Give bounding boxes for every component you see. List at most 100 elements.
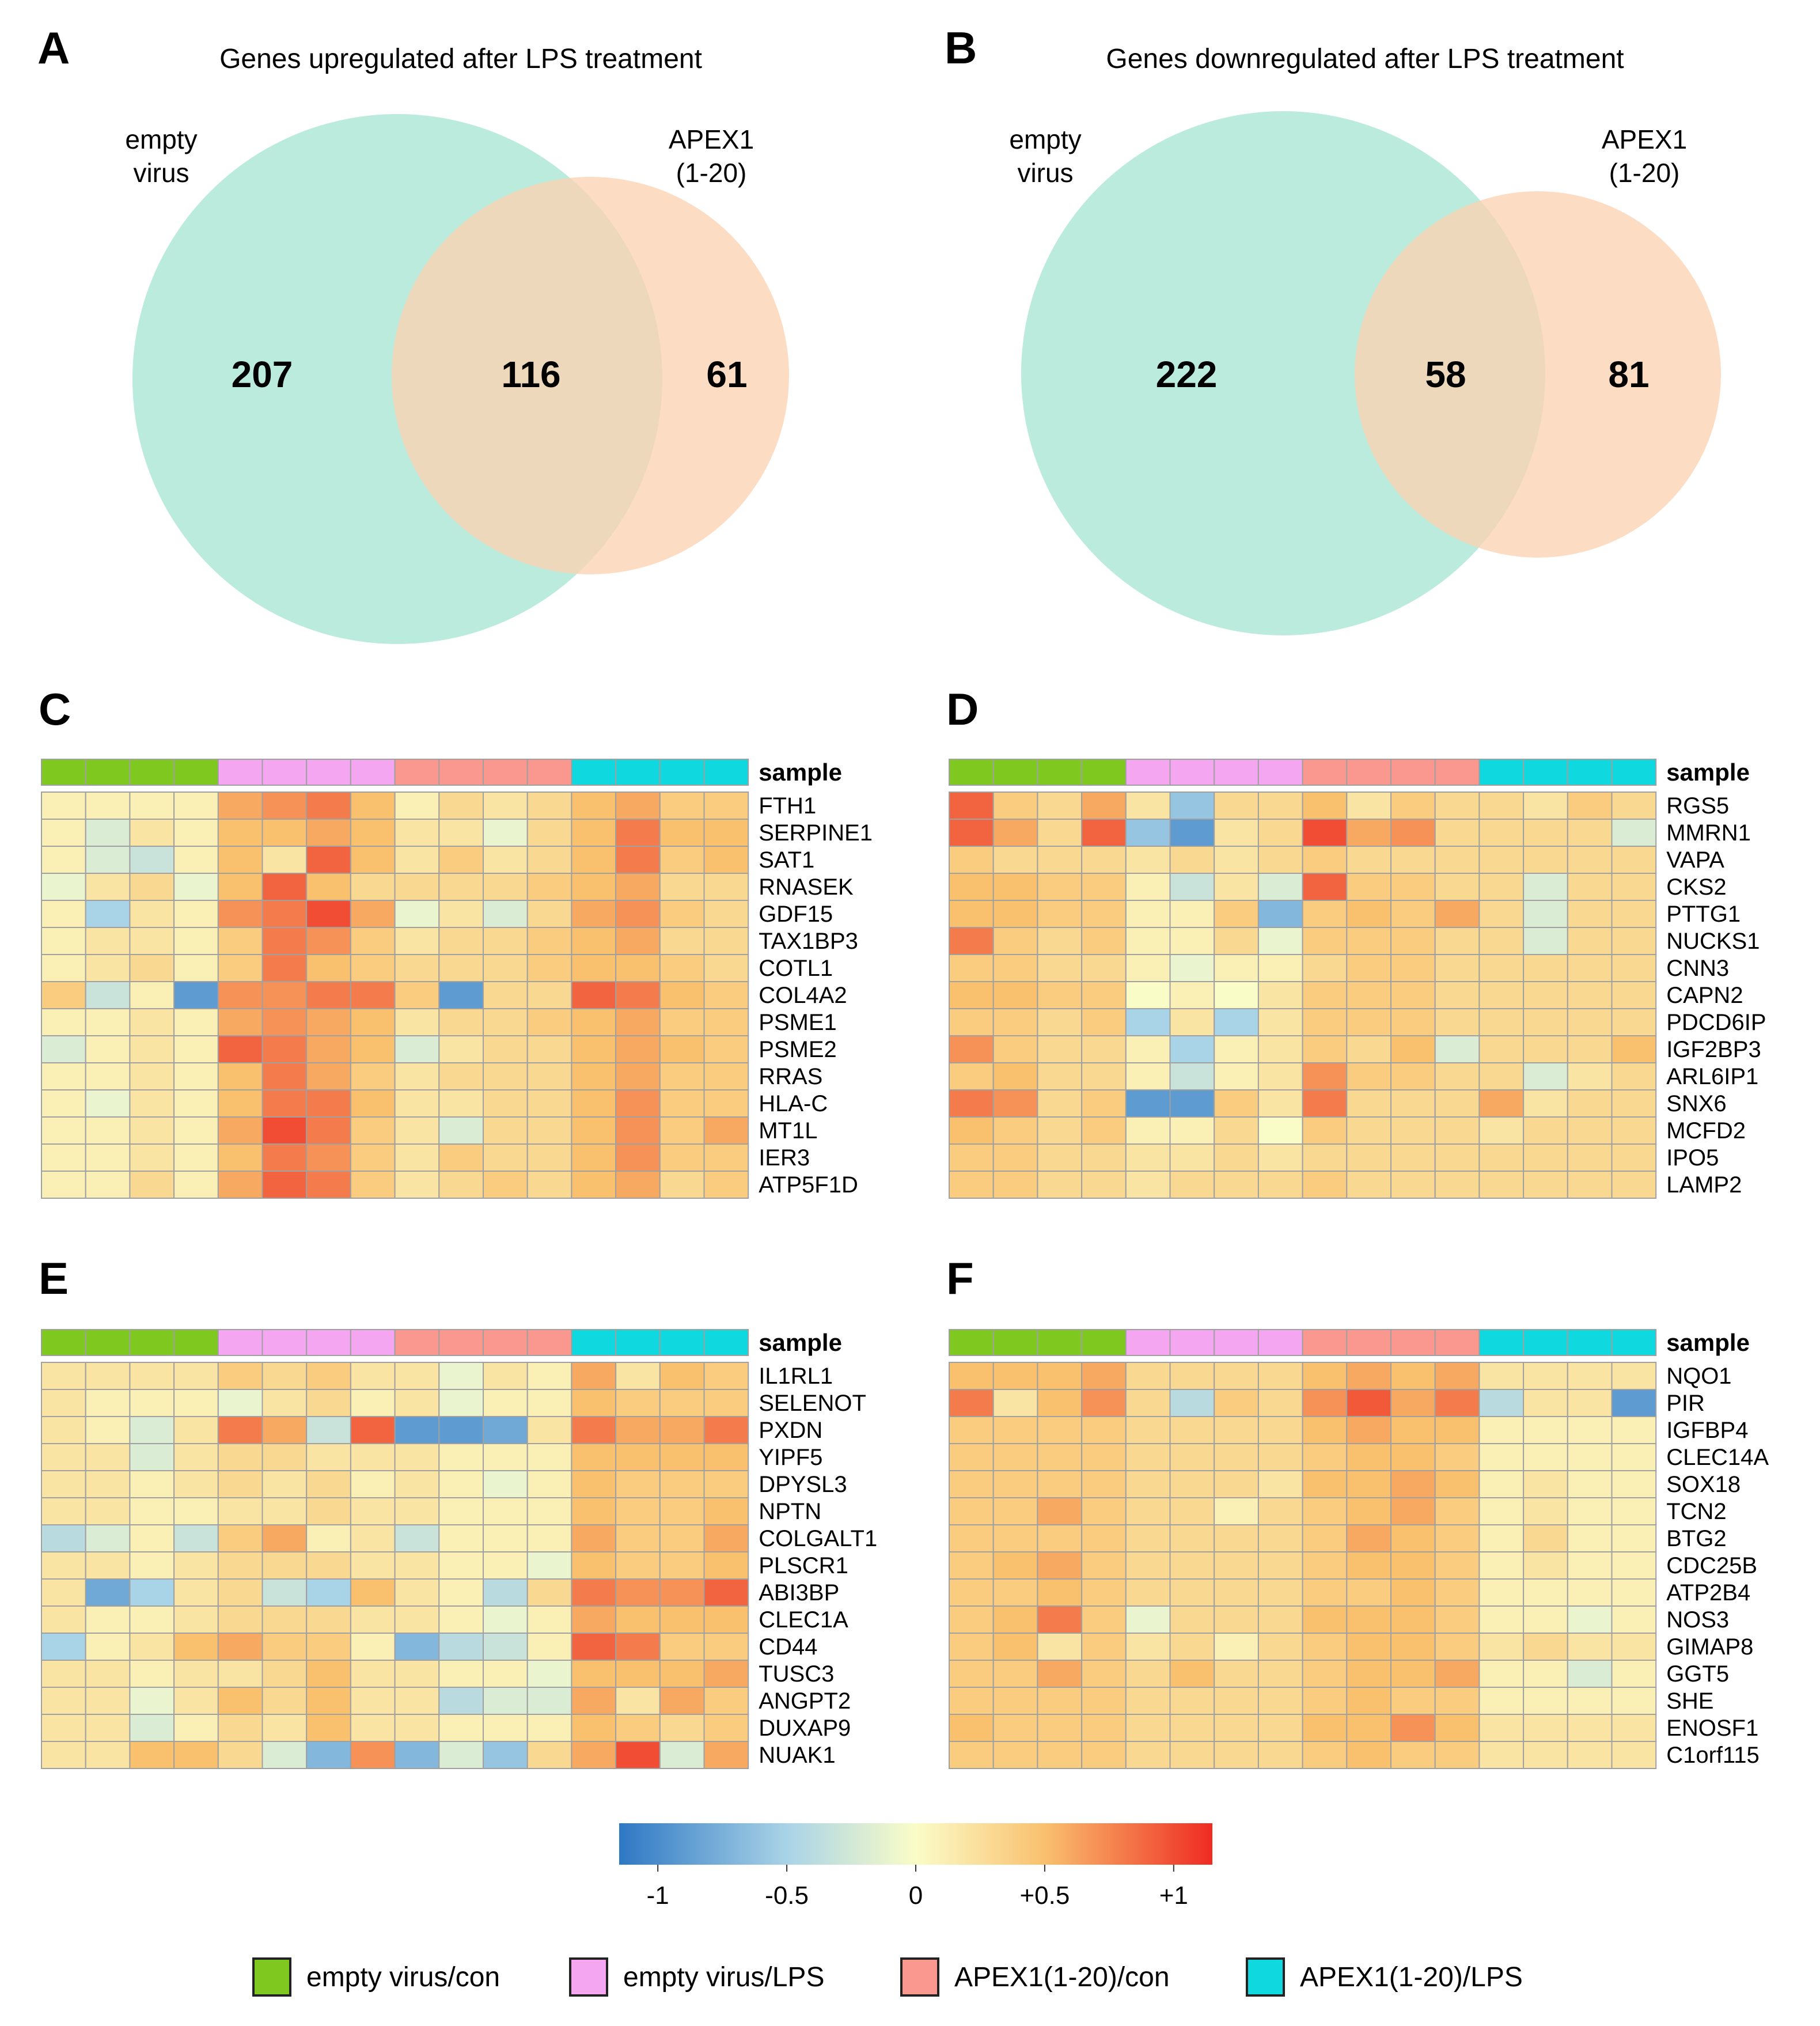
heatmap-cell: [1478, 846, 1525, 874]
heatmap-cell: [129, 1008, 175, 1036]
heatmap-cell: [526, 1633, 572, 1661]
gene-label: C1orf115: [1666, 1743, 1760, 1768]
heatmap-cell: [394, 1714, 440, 1742]
heatmap-cell: [1037, 873, 1083, 901]
heatmap-cell: [1257, 1578, 1303, 1607]
heatmap-cell: [1257, 1633, 1303, 1661]
heatmap-cell: [949, 1551, 994, 1580]
heatmap-cell: [1523, 927, 1568, 955]
heatmap-cell: [1390, 1362, 1436, 1390]
heatmap-cell: [1169, 1687, 1215, 1715]
heatmap-cell: [1037, 1605, 1083, 1634]
heatmap-cell: [173, 1578, 219, 1607]
heatmap-cell: [350, 1089, 396, 1118]
heatmap-cell: [1611, 954, 1657, 982]
panel-letter-a: A: [37, 22, 70, 73]
heatmap-cell: [1037, 1714, 1083, 1742]
heatmap-cell: [949, 1578, 994, 1607]
heatmap-cell: [129, 1497, 175, 1525]
heatmap-cell: [1390, 1143, 1436, 1172]
heatmap-cell: [1257, 1416, 1303, 1444]
heatmap-cell: [1169, 1578, 1215, 1607]
heatmap-cell: [571, 1714, 617, 1742]
heatmap-cell: [1346, 1551, 1392, 1580]
heatmap-cell: [1081, 1416, 1127, 1444]
heatmap-cell: [703, 1497, 749, 1525]
heatmap-cell: [1611, 1633, 1657, 1661]
heatmap-cell: [306, 1470, 351, 1498]
heatmap-cell: [85, 792, 131, 820]
heatmap-cell: [615, 927, 661, 955]
heatmap-cell: [129, 1605, 175, 1634]
venn-left-label-b-2: virus: [1017, 158, 1073, 188]
heatmap-cell: [350, 1443, 396, 1471]
heatmap-cell: [526, 1362, 572, 1390]
heatmap-cell: [1169, 1362, 1215, 1390]
heatmap-cell: [483, 1470, 528, 1498]
heatmap-cell: [1567, 1089, 1613, 1118]
heatmap-cell: [306, 819, 351, 847]
heatmap-cell: [1125, 1605, 1171, 1634]
heatmap-cell: [217, 846, 263, 874]
heatmap-cell: [306, 1741, 351, 1769]
heatmap-cell: [306, 1660, 351, 1688]
heatmap-cell: [394, 927, 440, 955]
heatmap-cell: [992, 1687, 1038, 1715]
heatmap-cell: [1390, 1171, 1436, 1199]
heatmap-cell: [1346, 1470, 1392, 1498]
heatmap-cell: [1611, 900, 1657, 928]
heatmap-cell: [526, 792, 572, 820]
heatmap-cell: [1214, 1035, 1259, 1063]
heatmap-cell: [1214, 1416, 1259, 1444]
heatmap-cell: [85, 954, 131, 982]
heatmap-cell: [350, 981, 396, 1009]
heatmap-cell: [1390, 1035, 1436, 1063]
heatmap-cell: [261, 1416, 308, 1444]
heatmap-cell: [659, 1362, 705, 1390]
heatmap-cell: [217, 792, 263, 820]
heatmap-cell: [1257, 927, 1303, 955]
heatmap-cell: [1434, 1687, 1480, 1715]
heatmap-cell: [703, 1605, 749, 1634]
gene-label: PLSCR1: [759, 1553, 848, 1578]
heatmap-cell: [1478, 1171, 1525, 1199]
heatmap-cell: [1302, 1714, 1348, 1742]
heatmap-cell: [1523, 846, 1568, 874]
heatmap-cell: [483, 954, 528, 982]
venn-count-right-b: 81: [1608, 354, 1649, 395]
heatmap-cell: [992, 1551, 1038, 1580]
heatmap-cell: [1434, 792, 1480, 820]
heatmap-cell: [571, 1089, 617, 1118]
heatmap-cell: [526, 1389, 572, 1417]
heatmap-cell: [1302, 1605, 1348, 1634]
heatmap-cell: [526, 1605, 572, 1634]
heatmap-cell: [1302, 1089, 1348, 1118]
heatmap-cell: [1390, 873, 1436, 901]
heatmap-cell: [615, 1633, 661, 1661]
heatmap-cell: [1346, 873, 1392, 901]
heatmap-cell: [1125, 1714, 1171, 1742]
heatmap-cell: [659, 1116, 705, 1145]
sample-annotation-cell: [41, 759, 86, 786]
heatmap-cell: [85, 1660, 131, 1688]
heatmap-cell: [1081, 1116, 1127, 1145]
heatmap-cell: [949, 1633, 994, 1661]
sample-annotation-cell: [306, 759, 351, 786]
heatmap-cell: [217, 1714, 263, 1742]
venn-right-label-b-2: (1-20): [1609, 158, 1680, 188]
heatmap-cell: [615, 1470, 661, 1498]
heatmap-cell: [394, 819, 440, 847]
heatmap-cell: [659, 981, 705, 1009]
heatmap-cell: [261, 1062, 308, 1090]
heatmap-cell: [306, 927, 351, 955]
heatmap-cell: [173, 1660, 219, 1688]
heatmap-cell: [703, 1741, 749, 1769]
gene-label: CAPN2: [1666, 983, 1743, 1008]
heatmap-cell: [1081, 1578, 1127, 1607]
heatmap-cell: [1434, 1497, 1480, 1525]
heatmap-cell: [41, 819, 86, 847]
heatmap-cell: [992, 1035, 1038, 1063]
heatmap-cell: [1523, 1035, 1568, 1063]
sample-annotation-cell: [1125, 759, 1171, 786]
gene-label: PSME1: [759, 1010, 837, 1035]
